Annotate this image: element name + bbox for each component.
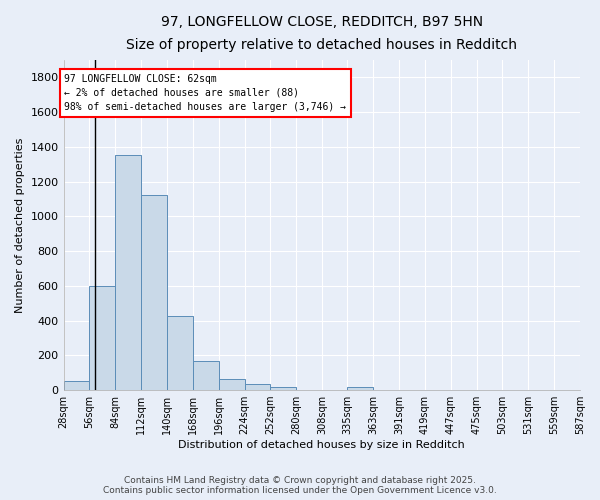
Bar bbox=[347, 388, 373, 390]
X-axis label: Distribution of detached houses by size in Redditch: Distribution of detached houses by size … bbox=[178, 440, 465, 450]
Text: 97 LONGFELLOW CLOSE: 62sqm
← 2% of detached houses are smaller (88)
98% of semi-: 97 LONGFELLOW CLOSE: 62sqm ← 2% of detac… bbox=[64, 74, 346, 112]
Bar bbox=[141, 194, 167, 390]
Bar bbox=[64, 382, 89, 390]
Title: 97, LONGFELLOW CLOSE, REDDITCH, B97 5HN
Size of property relative to detached ho: 97, LONGFELLOW CLOSE, REDDITCH, B97 5HN … bbox=[126, 15, 517, 52]
Bar bbox=[89, 286, 115, 390]
Text: Contains HM Land Registry data © Crown copyright and database right 2025.
Contai: Contains HM Land Registry data © Crown c… bbox=[103, 476, 497, 495]
Bar bbox=[219, 379, 245, 390]
Bar bbox=[271, 388, 296, 390]
Y-axis label: Number of detached properties: Number of detached properties bbox=[15, 138, 25, 312]
Bar bbox=[115, 156, 141, 390]
Bar bbox=[167, 316, 193, 390]
Bar bbox=[245, 384, 271, 390]
Bar bbox=[193, 360, 219, 390]
